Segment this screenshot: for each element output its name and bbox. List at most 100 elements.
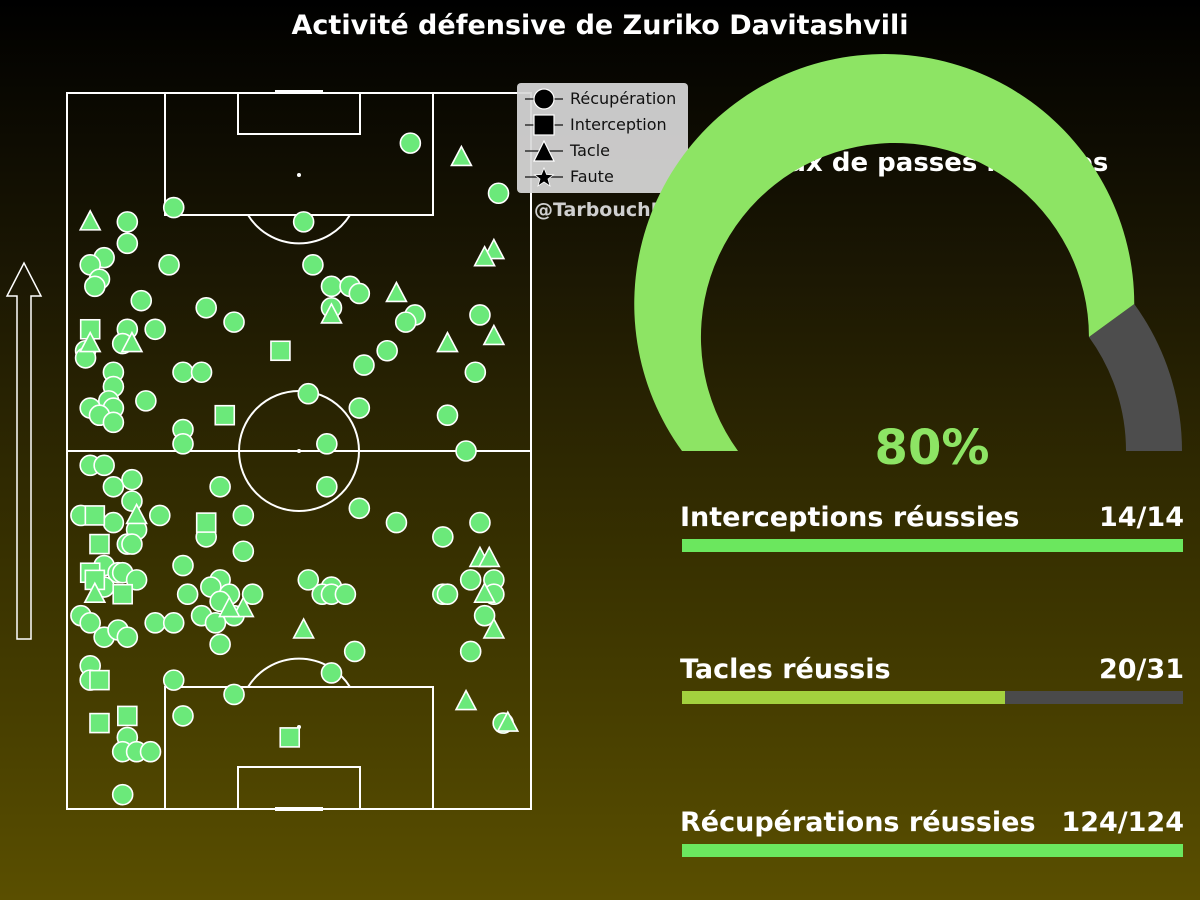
triangle-marker (450, 144, 473, 167)
chart-title: Activité défensive de Zuriko Davitashvil… (291, 10, 909, 41)
circle-marker (139, 740, 162, 763)
circle-marker (111, 783, 134, 806)
triangle-marker-icon (525, 139, 563, 162)
circle-marker (144, 318, 166, 341)
circle-marker (241, 583, 264, 606)
square-marker (89, 712, 110, 734)
triangle-marker (78, 330, 102, 353)
stat-bar-fill (682, 844, 1183, 857)
circle-marker-icon (525, 88, 563, 110)
legend-label: Interception (570, 115, 667, 134)
legend-item-tacle: Tacle (517, 138, 688, 164)
square-marker-icon (525, 114, 563, 136)
triangle-marker (482, 323, 506, 346)
circle-marker (195, 296, 217, 319)
top-penalty-spot (297, 173, 301, 177)
circle-marker (116, 211, 139, 233)
circle-marker (232, 540, 255, 563)
circle-marker (469, 511, 491, 534)
square-marker (270, 340, 291, 362)
star-marker-icon (525, 166, 563, 187)
stat-value: 124/124 (1061, 807, 1184, 838)
triangle-marker (320, 302, 343, 324)
circle-marker (316, 475, 338, 498)
circle-marker (162, 612, 185, 634)
legend-label: Faute (570, 167, 614, 186)
circle-marker (116, 232, 139, 255)
triangle-marker (436, 330, 459, 353)
circle-marker (376, 339, 398, 362)
circle-marker (121, 468, 143, 491)
legend-item-faute: Faute (517, 164, 688, 190)
circle-marker (162, 669, 185, 691)
square-marker (112, 583, 133, 605)
circle-marker (204, 612, 227, 634)
gauge-filled-arc (634, 54, 1135, 451)
circle-marker (176, 583, 199, 606)
circle-marker (209, 475, 231, 498)
triangle-marker (385, 280, 408, 303)
circle-marker (223, 683, 245, 706)
circle-marker (172, 705, 194, 727)
circle-marker (436, 583, 459, 606)
circle-marker (297, 569, 320, 591)
circle-marker (399, 132, 422, 154)
circle-marker (116, 626, 139, 648)
stat-label: Interceptions réussies (680, 502, 1020, 533)
circle-marker (102, 475, 125, 498)
circle-marker (473, 604, 496, 627)
triangle-marker (231, 595, 255, 618)
circle-marker (292, 211, 315, 233)
square-marker (89, 669, 110, 691)
stat-value: 14/14 (1098, 502, 1184, 533)
circle-marker (190, 361, 213, 384)
circle-marker (84, 275, 106, 298)
circle-marker (436, 404, 459, 427)
square-marker (84, 505, 106, 526)
circle-marker (459, 640, 482, 663)
gauge-value: 80% (874, 420, 990, 476)
triangle-marker (482, 617, 506, 639)
legend-item-recuperation: Récupération (517, 86, 688, 112)
legend-item-interception: Interception (517, 112, 688, 138)
circle-marker (464, 361, 487, 384)
circle-marker (121, 533, 143, 555)
circle-marker (79, 612, 101, 634)
circle-marker (320, 662, 343, 684)
triangle-marker (83, 581, 107, 604)
circle-marker (394, 311, 417, 333)
circle-marker (353, 354, 375, 376)
stat-bar-track (682, 539, 1183, 552)
circle-marker (432, 526, 454, 548)
circle-marker (172, 554, 194, 577)
circle-marker (343, 640, 366, 663)
legend: Récupération Interception Tacle Faute (517, 83, 688, 193)
circle-marker (158, 254, 180, 276)
stat-bar-fill (682, 539, 1183, 552)
circle-marker (149, 504, 171, 527)
legend-label: Récupération (570, 89, 677, 108)
stat-interceptions: Interceptions réussies 14/14 (680, 502, 1184, 562)
circle-marker (348, 397, 371, 419)
circle-marker (487, 182, 510, 205)
triangle-marker (292, 617, 315, 639)
circle-marker (223, 311, 245, 333)
triangle-marker (78, 209, 102, 231)
stat-tackles: Tacles réussis 20/31 (680, 654, 1184, 714)
circle-marker (469, 304, 491, 326)
gauge-remaining-arc (1088, 304, 1182, 451)
stat-recoveries: Récupérations réussies 124/124 (680, 807, 1184, 867)
stat-bar-track (682, 844, 1183, 857)
circle-marker (455, 440, 477, 462)
attack-direction-arrow-icon (5, 261, 43, 640)
circle-marker (316, 433, 338, 455)
triangle-marker (120, 330, 144, 353)
circle-marker (385, 511, 408, 534)
stat-label: Tacles réussis (680, 654, 891, 685)
triangle-marker (218, 595, 241, 618)
stat-bar-track (682, 691, 1183, 704)
circle-marker (172, 433, 194, 455)
stat-label: Récupérations réussies (680, 807, 1036, 838)
